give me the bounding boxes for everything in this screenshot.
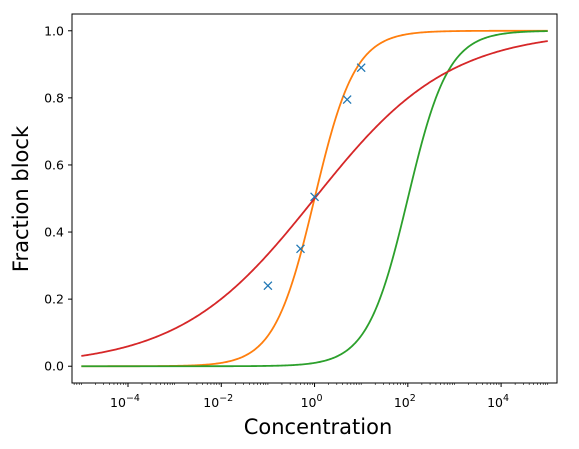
y-tick-label: 0.6 [44, 157, 64, 172]
data-point-stroke [342, 95, 352, 105]
y-tick-label: 0.0 [44, 359, 64, 374]
y-tick-label: 0.4 [44, 225, 64, 240]
data-point [356, 63, 366, 73]
x-axis-label: Concentration [244, 415, 393, 439]
y-axis: 0.0 0.2 0.4 0.6 0.8 1.0 [44, 23, 72, 374]
series-line-3 [81, 40, 548, 357]
x-tick-label: 10−4 [110, 393, 140, 410]
data-point-stroke [296, 244, 305, 254]
data-points [263, 63, 366, 291]
data-point [310, 192, 320, 202]
x-tick-label: 100 [301, 393, 323, 410]
data-point [296, 244, 305, 254]
y-tick-label: 0.8 [44, 90, 64, 105]
x-tick-label: 104 [487, 393, 509, 410]
series-layer [81, 29, 548, 368]
y-tick-label: 1.0 [44, 23, 64, 38]
data-point-stroke [310, 192, 320, 202]
data-point-stroke [356, 63, 366, 73]
series-line-2 [81, 30, 548, 368]
data-point [342, 95, 352, 105]
y-axis-label: Fraction block [9, 125, 33, 272]
y-tick-label: 0.2 [44, 292, 64, 307]
x-tick-label: 10−2 [203, 393, 233, 410]
data-point [263, 281, 273, 291]
x-axis: 10−4 10−2 100 102 104 [73, 383, 549, 410]
data-point-stroke [263, 281, 273, 291]
x-tick-label: 102 [394, 393, 416, 410]
